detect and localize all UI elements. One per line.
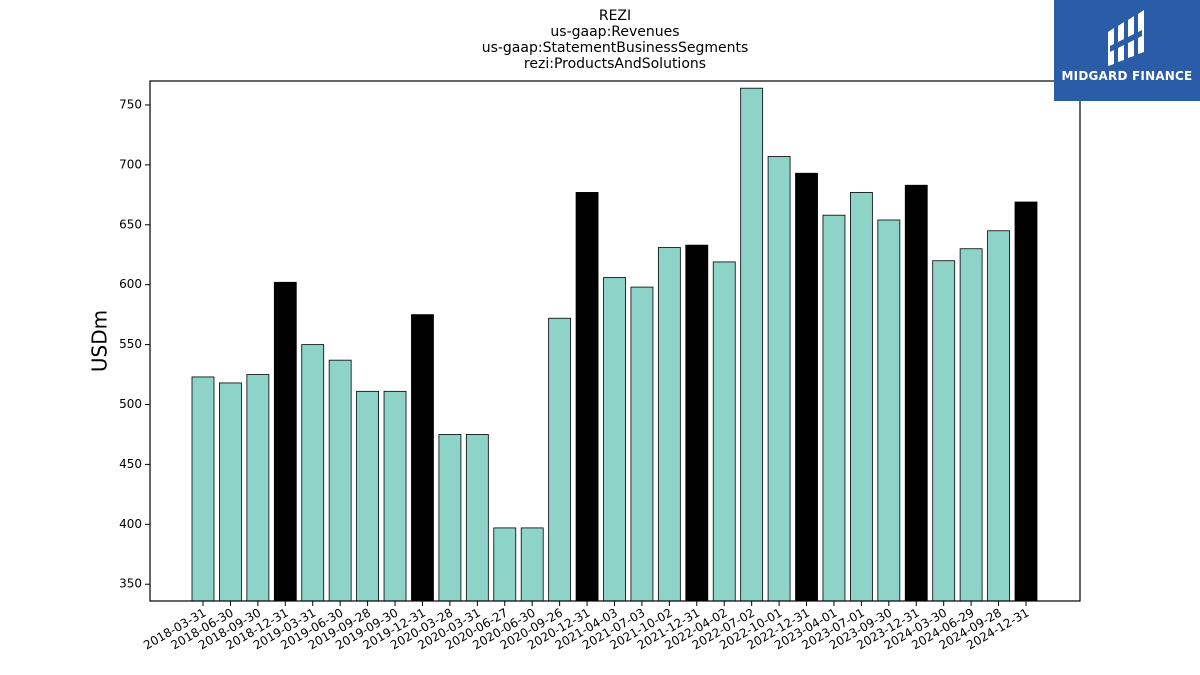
bar-2019-06-30 xyxy=(328,359,352,602)
bar-2024-09-28 xyxy=(987,230,1010,602)
bar-2021-04-03 xyxy=(603,277,626,602)
chart-title-line-member: rezi:ProductsAndSolutions xyxy=(523,56,707,72)
bar-2023-09-30 xyxy=(877,219,901,602)
bar-2020-03-31 xyxy=(465,434,489,602)
bar-2018-06-30 xyxy=(219,382,242,602)
bar-2021-07-03 xyxy=(630,286,654,602)
x-axis: 2018-03-312018-06-302018-09-302018-12-31… xyxy=(141,601,1031,652)
bar-2020-06-27 xyxy=(493,527,517,602)
bar-2024-03-30 xyxy=(932,260,956,602)
bar-2024-06-29 xyxy=(959,248,983,602)
y-axis: 350 400 450 500 550 600 650 700 750 xyxy=(119,97,150,591)
bar-2018-09-30 xyxy=(246,374,270,602)
midgard-finance-logo: MIDGARD FINANCE xyxy=(1054,0,1200,101)
bar-2023-04-01 xyxy=(822,214,846,602)
bar-2022-04-02 xyxy=(712,261,736,602)
bar-2019-09-30 xyxy=(383,390,407,602)
y-axis-label: USDm xyxy=(88,310,112,372)
chart-title-line-concept: us-gaap:Revenues xyxy=(550,24,680,40)
bar-2021-10-02 xyxy=(657,247,681,602)
y-tick-label: 500 xyxy=(119,397,142,411)
bar-2021-12-31 xyxy=(685,244,709,602)
bar-2019-12-31 xyxy=(411,314,434,602)
y-tick-label: 550 xyxy=(119,337,142,351)
bar-2022-07-02 xyxy=(740,87,764,602)
chart-title-line-ticker: REZI xyxy=(598,8,632,24)
bar-2020-06-30 xyxy=(520,527,544,602)
bar-2024-12-31 xyxy=(1014,201,1038,602)
y-tick-label: 450 xyxy=(119,457,142,471)
y-tick-label: 350 xyxy=(119,577,142,591)
chart-title-line-axis: us-gaap:StatementBusinessSegments xyxy=(481,40,749,56)
bar-2023-07-01 xyxy=(849,192,873,602)
midgard-logo-icon xyxy=(1108,10,1144,66)
bar-2020-12-31 xyxy=(575,192,599,602)
bar-2020-03-28 xyxy=(438,434,462,602)
bar-2020-09-26 xyxy=(548,317,572,602)
y-tick-label: 400 xyxy=(119,517,142,531)
bar-2022-12-31 xyxy=(795,172,818,602)
bar-2018-03-31 xyxy=(191,376,215,602)
logo-text: MIDGARD FINANCE xyxy=(1061,69,1193,83)
bar-2019-09-28 xyxy=(356,390,380,602)
bar-2022-10-01 xyxy=(767,156,791,602)
bars-group xyxy=(191,87,1038,602)
y-tick-label: 700 xyxy=(119,157,142,171)
bar-2019-03-31 xyxy=(301,344,325,602)
plot-frame xyxy=(149,80,1081,602)
bar-2023-12-31 xyxy=(904,184,928,602)
bar-2018-12-31 xyxy=(273,281,297,602)
y-tick-label: 750 xyxy=(119,97,142,111)
y-tick-label: 600 xyxy=(119,277,142,291)
y-tick-label: 650 xyxy=(119,217,142,231)
